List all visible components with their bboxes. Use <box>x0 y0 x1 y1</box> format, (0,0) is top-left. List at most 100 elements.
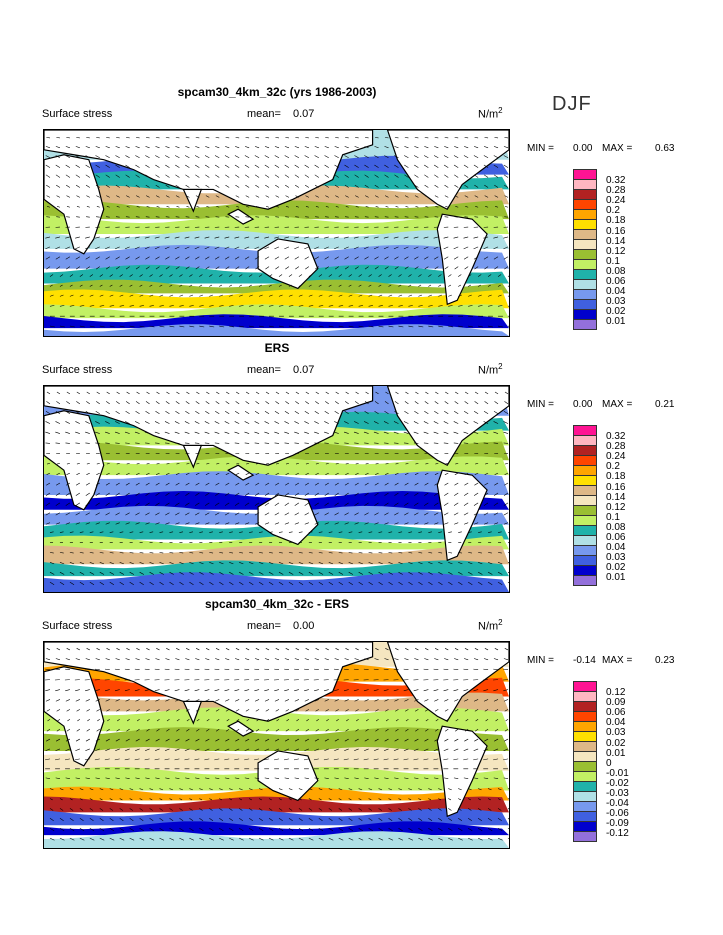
stress-vector <box>353 758 359 761</box>
stress-vector <box>448 581 453 586</box>
stress-vector <box>154 689 160 692</box>
stress-vector <box>334 492 339 496</box>
stress-vector <box>135 184 140 188</box>
stress-vector <box>478 325 484 328</box>
stress-vector <box>204 164 210 168</box>
stress-vector <box>413 689 419 692</box>
stress-vector <box>139 571 145 575</box>
stress-vector <box>99 274 104 277</box>
stress-vector <box>268 552 273 554</box>
stress-vector <box>46 266 51 270</box>
stress-vector <box>249 562 254 565</box>
stress-vector <box>209 294 213 297</box>
stress-vector <box>374 155 379 158</box>
stress-vector <box>324 421 329 424</box>
stress-vector <box>454 709 459 712</box>
stress-vector <box>129 531 134 533</box>
stress-vector <box>86 648 90 651</box>
stress-vector <box>494 184 499 188</box>
stress-vector <box>438 827 443 831</box>
stress-vector <box>344 777 349 779</box>
stress-vector <box>285 482 290 486</box>
stress-vector <box>463 777 469 779</box>
stress-vector <box>275 391 280 395</box>
stress-vector <box>115 410 120 414</box>
stress-vector <box>156 709 160 712</box>
stress-vector <box>59 788 64 791</box>
stress-vector <box>119 808 124 811</box>
stress-vector <box>76 391 81 395</box>
stress-vector <box>224 431 230 434</box>
stress-vector <box>414 184 419 188</box>
stress-vector <box>136 648 140 651</box>
stress-vector <box>195 184 200 188</box>
stress-vector <box>45 512 51 516</box>
mean-label: mean= <box>247 364 281 376</box>
stress-vector <box>373 758 379 761</box>
stress-vector <box>185 184 190 188</box>
stress-vector <box>438 284 442 287</box>
stress-vector <box>494 472 499 475</box>
stress-vector <box>139 827 144 831</box>
stress-vector <box>315 266 319 270</box>
stress-vector <box>404 137 409 139</box>
stress-vector <box>463 410 469 414</box>
stress-vector <box>285 462 290 465</box>
min: 0.00 <box>573 143 593 154</box>
legend-level-label: 0.12 <box>606 245 626 257</box>
stress-vector <box>324 410 329 414</box>
stress-vector <box>487 294 492 297</box>
stress-vector <box>145 184 150 188</box>
stress-vector <box>144 748 150 752</box>
contour-band <box>44 572 509 592</box>
stress-vector <box>378 325 384 328</box>
stress-vector <box>364 512 369 516</box>
continent <box>257 238 319 290</box>
stress-vector <box>264 236 270 239</box>
stress-vector <box>415 648 419 651</box>
stress-vector <box>139 294 144 297</box>
stress-vector <box>65 482 71 486</box>
stress-vector <box>394 522 399 525</box>
stress-vector <box>404 522 409 525</box>
stress-vector <box>239 531 243 533</box>
stress-vector <box>368 827 373 831</box>
stress-vector <box>274 164 280 168</box>
stress-vector <box>328 552 333 554</box>
stress-vector <box>45 748 51 752</box>
stress-vector <box>265 195 270 198</box>
stress-vector <box>234 431 240 434</box>
stress-vector <box>65 421 71 424</box>
stress-vector <box>89 837 95 841</box>
stress-vector <box>195 256 200 260</box>
stress-vector <box>95 184 100 188</box>
stress-vector <box>75 236 80 239</box>
stress-vector <box>325 462 329 465</box>
stress-vector <box>65 236 70 239</box>
stress-vector <box>139 581 144 586</box>
stress-vector <box>189 274 193 277</box>
stress-vector <box>185 738 190 742</box>
stress-vector <box>65 164 71 168</box>
stress-vector <box>463 758 469 761</box>
stress-vector <box>125 482 130 486</box>
stress-vector <box>229 562 234 565</box>
stress-vector <box>458 305 463 307</box>
stress-vector <box>229 305 234 307</box>
stress-vector <box>414 401 419 405</box>
stress-vector <box>219 581 224 586</box>
stress-vector <box>149 531 154 533</box>
stress-vector <box>483 155 489 158</box>
stress-vector <box>355 709 359 712</box>
stress-vector <box>69 581 75 586</box>
stress-vector <box>179 294 184 297</box>
stress-vector <box>434 146 439 149</box>
stress-vector <box>65 777 70 779</box>
stress-vector <box>55 689 61 692</box>
stress-vector <box>358 325 364 328</box>
stress-vector <box>304 256 310 260</box>
stress-vector <box>75 689 80 692</box>
stress-vector <box>284 522 290 525</box>
stress-vector <box>404 482 409 486</box>
stress-vector <box>424 164 429 168</box>
